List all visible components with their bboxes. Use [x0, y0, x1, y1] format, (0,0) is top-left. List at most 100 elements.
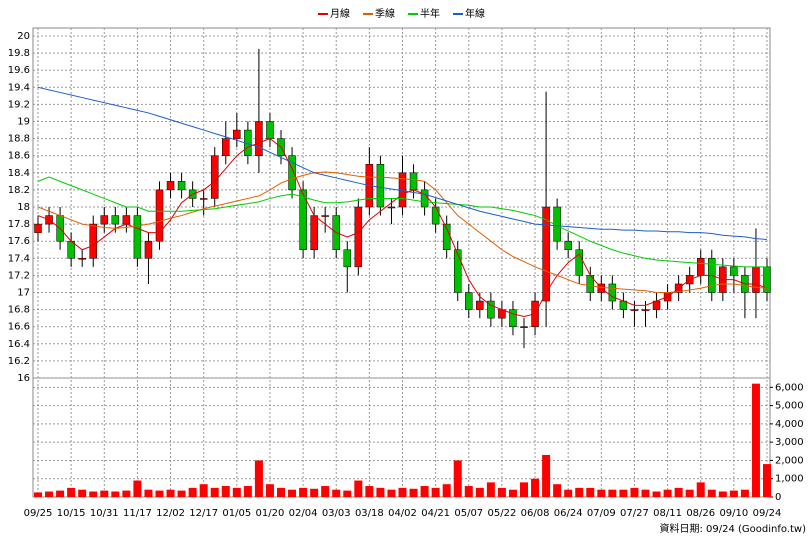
candle-body [122, 215, 131, 225]
x-tick-label: 12/17 [189, 508, 218, 519]
x-tick-label: 09/24 [753, 508, 782, 519]
candle-body [78, 258, 86, 260]
volume-bar [652, 491, 661, 497]
volume-bar [67, 487, 76, 497]
candle-body [354, 206, 363, 268]
candle-body [376, 164, 385, 208]
volume-tick-label: 2,000 [775, 455, 804, 466]
candle-body [133, 215, 142, 259]
volume-bar [45, 491, 54, 497]
candle-body [233, 129, 241, 139]
volume-tick-label: 0 [775, 492, 781, 503]
candle-body [387, 206, 396, 209]
volume-bar [729, 490, 738, 497]
volume-bar [166, 489, 175, 497]
volume-bar [111, 491, 120, 497]
volume-bar [243, 486, 252, 497]
x-tick-label: 09/25 [24, 508, 53, 519]
candle-body [210, 155, 219, 199]
candle-body [266, 121, 274, 139]
y-tick-label: 18.4 [8, 168, 30, 179]
volume-bar [210, 487, 219, 497]
x-tick-label: 11/17 [123, 508, 152, 519]
volume-bar [630, 487, 639, 497]
x-tick-label: 08/11 [653, 508, 682, 519]
volume-bar [155, 490, 164, 497]
volume-bar [674, 487, 683, 497]
volume-bar [586, 487, 595, 497]
volume-bar [34, 492, 42, 497]
volume-bar [398, 487, 407, 497]
volume-bar [486, 482, 495, 497]
y-tick-label: 17 [17, 288, 30, 299]
volume-bar [608, 489, 617, 497]
y-tick-label: 18.2 [8, 185, 30, 196]
y-tick-label: 17.6 [8, 236, 30, 247]
candle-body [299, 189, 307, 250]
y-tick-label: 18 [17, 202, 30, 213]
volume-bar [597, 489, 606, 497]
y-tick-label: 19.6 [8, 65, 30, 76]
x-tick-label: 04/21 [421, 508, 450, 519]
candle-body [431, 206, 440, 225]
volume-bar [464, 486, 473, 497]
y-tick-label: 19 [17, 117, 30, 128]
volume-bar [288, 489, 297, 497]
volume-bar [376, 487, 385, 497]
volume-tick-label: 6,000 [775, 382, 804, 393]
volume-bar [685, 489, 694, 497]
candle-body [199, 198, 208, 200]
candle-body [696, 258, 705, 276]
moving-average-line [37, 171, 768, 293]
x-tick-label: 08/26 [686, 508, 715, 519]
candle-body [763, 266, 771, 293]
volume-bar [387, 489, 396, 497]
y-tick-label: 16.2 [8, 356, 30, 367]
candle-body [608, 283, 617, 302]
volume-bar [78, 489, 87, 497]
volume-tick-label: 4,000 [775, 419, 804, 430]
volume-bar [475, 487, 484, 497]
volume-bar [497, 487, 506, 497]
x-tick-label: 06/08 [521, 508, 550, 519]
y-tick-label: 19.8 [8, 48, 30, 59]
volume-bar [177, 490, 186, 497]
volume-bar [696, 482, 705, 497]
plot-frame [32, 27, 771, 498]
volume-bar [431, 487, 440, 497]
candle-body [564, 240, 572, 250]
x-tick-label: 03/18 [355, 508, 384, 519]
x-tick-label: 06/24 [554, 508, 583, 519]
volume-bar [299, 487, 308, 497]
x-tick-label: 01/20 [256, 508, 285, 519]
y-tick-label: 20 [17, 31, 30, 42]
volume-bar [265, 484, 274, 497]
volume-bar [663, 489, 672, 497]
volume-bar [718, 491, 727, 497]
candle-body [177, 181, 186, 191]
y-tick-label: 17.2 [8, 270, 30, 281]
volume-bar [531, 478, 540, 497]
moving-average-line [37, 176, 767, 268]
x-tick-label: 05/22 [487, 508, 516, 519]
candle-body [509, 309, 517, 327]
y-tick-label: 16.6 [8, 322, 30, 333]
volume-tick-label: 5,000 [775, 401, 804, 412]
candle-body [155, 189, 164, 242]
volume-bar [763, 464, 771, 497]
volume-bar [453, 460, 462, 497]
footer: 資料日期: 09/24 (Goodinfo.tw) [659, 522, 806, 535]
volume-bar [409, 488, 418, 497]
candle-body [641, 309, 650, 311]
candle-body [420, 189, 429, 208]
volume-bar [199, 484, 208, 497]
candle-body [343, 249, 352, 268]
volume-bar [508, 489, 517, 497]
candle-body [752, 266, 760, 293]
volume-bar [133, 480, 142, 497]
volume-bar [56, 490, 65, 497]
candle-body [34, 223, 42, 233]
x-tick-label: 12/02 [156, 508, 185, 519]
